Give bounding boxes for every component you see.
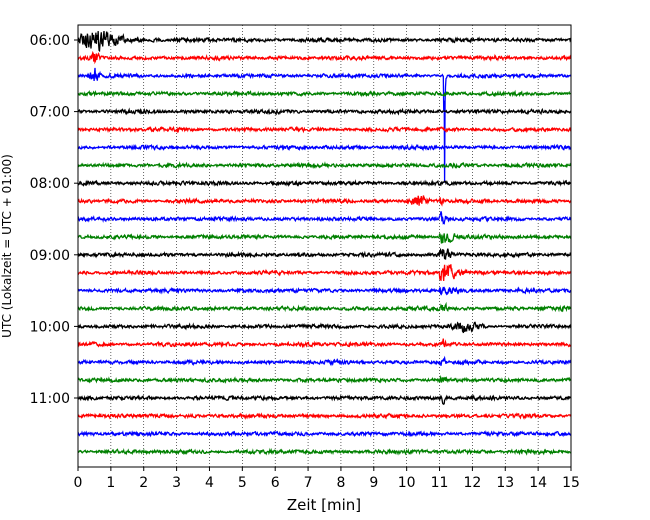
x-tick-label-13: 13 (496, 475, 514, 491)
x-tick-label-7: 7 (304, 475, 313, 491)
trace-0930 (77, 286, 572, 296)
x-axis-ticks: 0 1 2 3 4 5 6 7 8 9 10 11 12 13 14 15 (74, 467, 580, 491)
trace-0915 (77, 264, 572, 281)
trace-0645 (77, 89, 572, 98)
trace-1000 (77, 321, 572, 334)
trace-1145 (77, 447, 572, 456)
x-tick-label-2: 2 (139, 475, 148, 491)
trace-0945 (77, 301, 572, 313)
trace-1030 (77, 355, 572, 367)
trace-0800 (77, 179, 572, 187)
x-axis-label: Zeit [min] (287, 496, 361, 514)
y-tick-label-3: 09:00 (30, 248, 70, 264)
trace-0845 (77, 232, 572, 244)
x-tick-label-1: 1 (106, 475, 115, 491)
x-tick-label-0: 0 (74, 475, 83, 491)
x-tick-label-4: 4 (205, 475, 214, 491)
trace-1100 (77, 394, 572, 406)
trace-0830 (77, 211, 572, 225)
trace-0730 (77, 143, 572, 152)
plot-border (77, 24, 572, 468)
x-tick-label-5: 5 (238, 475, 247, 491)
trace-layer (77, 31, 572, 456)
x-tick-label-10: 10 (398, 475, 416, 491)
trace-1015 (77, 338, 571, 349)
trace-0615 (77, 50, 572, 65)
x-tick-label-15: 15 (562, 475, 580, 491)
trace-1045 (77, 374, 572, 384)
x-tick-label-12: 12 (463, 475, 481, 491)
x-tick-label-14: 14 (529, 475, 547, 491)
trace-1115 (77, 412, 572, 420)
y-axis-label: UTC (Lokalzeit = UTC + 01:00) (0, 154, 14, 338)
x-tick-label-9: 9 (369, 475, 378, 491)
plot-frame (77, 24, 572, 468)
y-tick-label-5: 11:00 (30, 391, 70, 407)
grid-layer (110, 25, 539, 467)
trace-0600 (77, 31, 572, 53)
y-tick-label-4: 10:00 (30, 319, 70, 335)
trace-0745 (77, 161, 572, 170)
trace-0700 (77, 107, 572, 116)
x-tick-label-6: 6 (271, 475, 280, 491)
y-tick-label-2: 08:00 (30, 176, 70, 192)
x-tick-label-8: 8 (336, 475, 345, 491)
trace-0715 (77, 125, 572, 134)
trace-0630 (77, 67, 572, 183)
trace-1130 (77, 429, 572, 438)
trace-0815 (77, 195, 572, 207)
trace-0900 (77, 247, 572, 260)
y-tick-label-0: 06:00 (30, 33, 70, 49)
x-tick-label-11: 11 (431, 475, 449, 491)
x-tick-label-3: 3 (172, 475, 181, 491)
y-axis-ticks: 06:00 07:00 08:00 09:00 10:00 11:00 (30, 33, 78, 407)
y-tick-label-1: 07:00 (30, 105, 70, 121)
